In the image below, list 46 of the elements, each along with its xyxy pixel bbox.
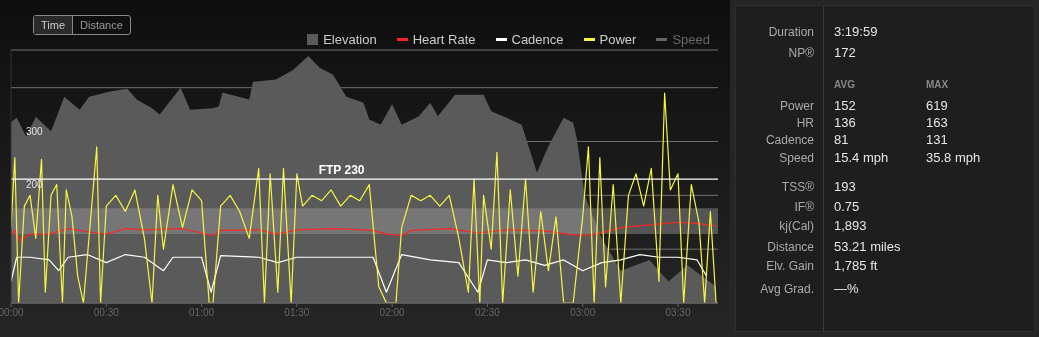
text: AVG [834,79,855,90]
text: 136 [834,115,856,130]
text: 172 [834,45,856,60]
text: NP® [788,46,814,60]
text: Time [34,16,73,34]
x-tick-label: 00:30 [93,307,120,319]
text: —% [834,281,859,296]
x-tick-label: 01:30 [284,307,310,319]
text: Elv. Gain [766,259,814,273]
text: 131 [926,132,948,147]
text: 15.4 mph [834,150,889,165]
text: Cadence [765,133,814,147]
text: Duration [768,25,814,39]
text: 193 [834,179,856,194]
x-tick-label: 03:30 [665,307,691,319]
text: kj(Cal) [779,219,814,233]
text: 1,893 [834,218,867,233]
text: Distance [767,240,814,254]
text: 35.8 mph [926,150,981,165]
text: Avg Grad. [760,282,814,296]
x-tick-label: 02:30 [474,307,501,319]
text: 0.75 [834,199,860,214]
ref-line-label: FTP 230 [318,163,365,178]
text: Speed [779,151,814,165]
text: IF® [794,200,814,214]
legend-label: Elevation [323,32,377,47]
x-tick-label: 02:00 [379,307,406,319]
text: MAX [926,79,949,90]
text: 1,785 ft [834,258,878,273]
text: 163 [926,115,948,130]
text: 619 [926,98,948,113]
text: 152 [834,98,856,113]
text: 81 [834,132,849,147]
legend-label: Power [599,32,637,47]
x-tick-label: 01:00 [189,307,215,319]
legend-label: Heart Rate [412,32,476,47]
legend-label: Speed [672,32,710,47]
text: 3:19:59 [834,24,878,39]
y-tick-label: 300 [26,125,44,137]
text: Power [779,99,814,113]
legend-label: Cadence [511,32,564,47]
text: Distance [72,16,130,34]
text: 53.21 miles [834,239,901,254]
text: TSS® [781,180,814,194]
text: HR [796,116,814,130]
x-tick-label: 03:00 [570,307,596,319]
